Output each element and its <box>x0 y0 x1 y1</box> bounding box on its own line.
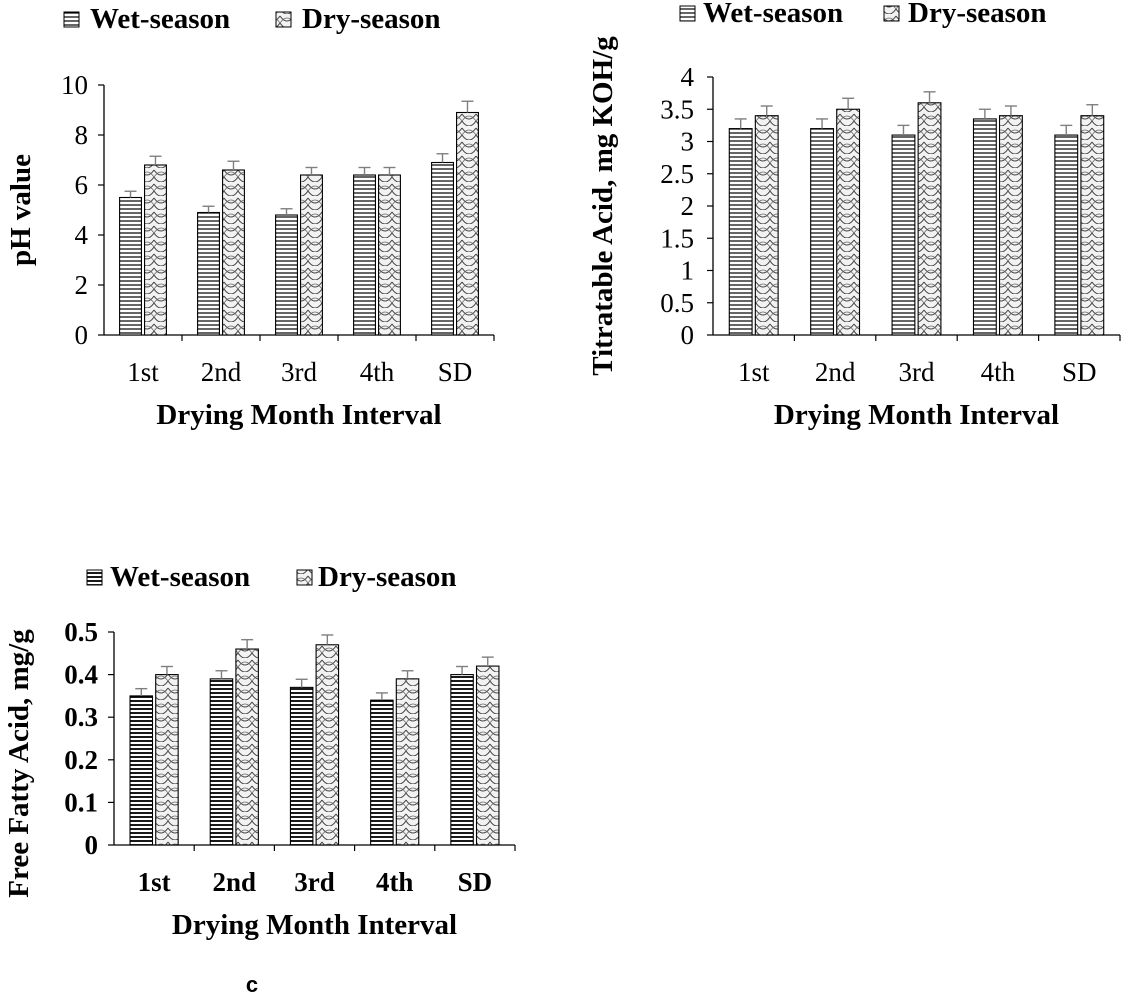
wet-season-bar <box>209 678 234 846</box>
y-tick-label: 4 <box>681 62 695 92</box>
y-tick-label: 4 <box>75 220 89 250</box>
wet-season-bar <box>197 211 220 336</box>
dry-season-bar <box>144 164 167 336</box>
y-tick-label: 2 <box>75 270 89 300</box>
wet-season-bar <box>119 196 142 336</box>
y-tick-label: 3 <box>681 127 695 157</box>
wet-season-bar <box>1054 134 1079 336</box>
wet-season-bar <box>275 214 298 336</box>
dry-season-bar <box>836 108 861 336</box>
x-tick-label: 3rd <box>294 867 335 897</box>
dry-season-bar <box>378 174 401 336</box>
y-tick-label: 0.1 <box>64 787 98 817</box>
y-tick-label: 1.5 <box>660 223 694 253</box>
x-tick-label: 4th <box>981 357 1016 387</box>
legend-swatch <box>296 569 313 586</box>
dry-season-bar <box>998 115 1023 336</box>
y-tick-label: 0 <box>681 320 695 350</box>
x-axis-title: Drying Month Interval <box>156 399 441 431</box>
y-tick-label: 0.3 <box>64 702 98 732</box>
wet-season-bar <box>972 118 997 336</box>
x-axis-title: Drying Month Interval <box>172 909 457 941</box>
legend-swatch <box>275 11 292 28</box>
y-tick-label: 0.4 <box>64 660 98 690</box>
y-tick-label: 10 <box>61 70 88 100</box>
x-tick-label: 2nd <box>213 867 257 897</box>
y-tick-label: 2 <box>681 191 695 221</box>
x-tick-label: 1st <box>138 867 171 897</box>
x-axis-title: Drying Month Interval <box>774 399 1059 431</box>
legend-label: Dry-season <box>318 561 457 593</box>
legend-swatch <box>63 11 80 28</box>
dry-season-bar <box>1080 115 1105 336</box>
dry-season-bar <box>456 111 479 336</box>
y-axis-title: Free Fatty Acid, mg/g <box>3 629 35 898</box>
wet-season-bar <box>431 161 454 336</box>
y-tick-label: 0 <box>85 830 99 860</box>
y-tick-label: 2.5 <box>660 159 694 189</box>
legend-label: Dry-season <box>908 0 1047 29</box>
x-tick-label: 3rd <box>281 357 317 387</box>
legend-swatch <box>679 5 696 22</box>
dry-season-bar <box>300 174 323 336</box>
ph-chart: 0 2 4 6 8 10 1st 2nd 3rd 4th SD Drying Month Interv… <box>5 3 495 431</box>
dry-season-bar <box>315 644 340 846</box>
y-tick-label: 0.2 <box>64 745 98 775</box>
x-tick-label: SD <box>1062 357 1097 387</box>
legend-label: Wet-season <box>90 3 230 35</box>
wet-season-bar <box>370 699 394 846</box>
x-tick-label: 3rd <box>899 357 935 387</box>
x-tick-label: SD <box>458 867 493 897</box>
y-tick-label: 1 <box>681 256 695 286</box>
legend-label: Wet-season <box>110 561 250 593</box>
dry-season-bar <box>222 169 245 336</box>
y-tick-label: 3.5 <box>660 94 694 124</box>
x-tick-label: 2nd <box>201 357 242 387</box>
wet-season-bar <box>289 686 314 846</box>
legend-swatch <box>883 5 900 22</box>
legend-swatch <box>86 569 103 586</box>
legend-label: Wet-season <box>703 0 843 29</box>
y-tick-label: 0.5 <box>64 617 98 647</box>
x-tick-label: 4th <box>376 867 414 897</box>
wet-season-bar <box>353 174 376 336</box>
x-tick-label: 1st <box>738 357 770 387</box>
dry-season-bar <box>475 665 500 846</box>
figure-caption: c <box>246 972 258 997</box>
dry-season-bar <box>155 674 179 846</box>
x-tick-label: 2nd <box>815 357 856 387</box>
wet-season-bar <box>810 128 835 336</box>
dry-season-bar <box>754 115 779 336</box>
wet-season-bar <box>728 128 753 336</box>
y-tick-label: 6 <box>75 170 89 200</box>
y-tick-label: 8 <box>75 120 89 150</box>
y-tick-label: 0.5 <box>660 288 694 318</box>
x-tick-label: 4th <box>360 357 395 387</box>
wet-season-bar <box>891 134 916 336</box>
legend-label: Dry-season <box>302 3 441 35</box>
dry-season-bar <box>917 102 942 336</box>
x-tick-label: 1st <box>127 357 159 387</box>
y-axis-title: Titratable Acid, mg KOH/g <box>587 36 619 376</box>
wet-season-bar <box>129 695 154 846</box>
dry-season-bar <box>235 648 259 846</box>
y-tick-label: 0 <box>75 320 89 350</box>
dry-season-bar <box>395 678 420 846</box>
y-axis-title: pH value <box>5 154 37 266</box>
x-tick-label: SD <box>438 357 473 387</box>
wet-season-bar <box>450 674 474 846</box>
